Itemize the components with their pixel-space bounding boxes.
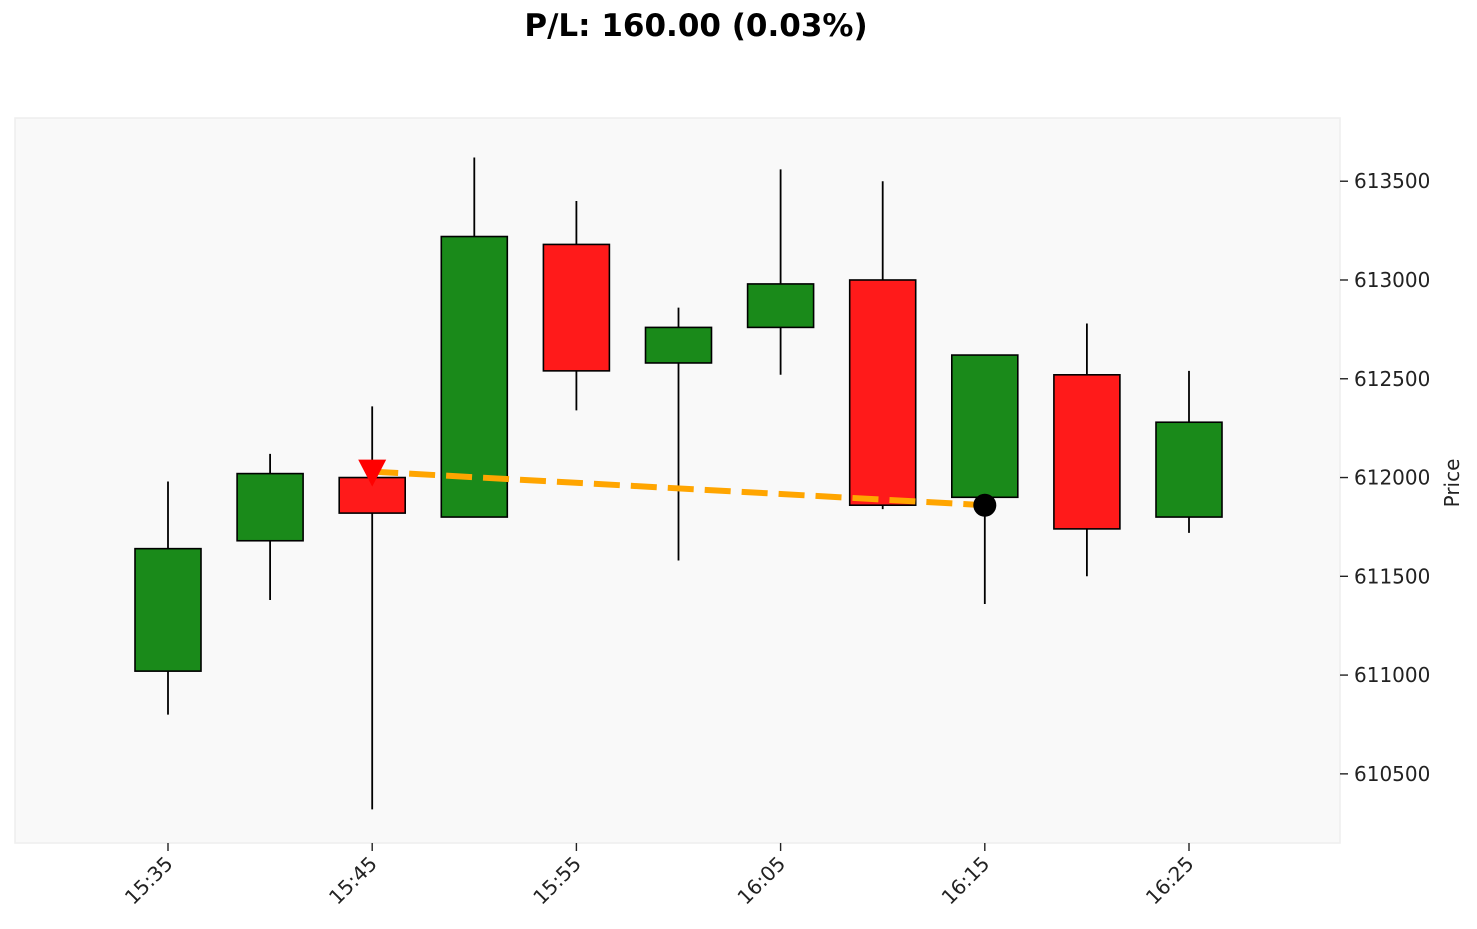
y-tick-label: 612000 xyxy=(1354,466,1430,490)
candle-body xyxy=(440,235,509,518)
y-tick-label: 610500 xyxy=(1354,762,1430,786)
exit-marker xyxy=(973,493,997,517)
chart-title: P/L: 160.00 (0.03%) xyxy=(524,8,868,44)
candle-body xyxy=(644,326,713,364)
candle-body xyxy=(542,243,611,372)
candle-body xyxy=(746,283,815,329)
y-axis: 610500 611000 611500 612000 612500 613000 6135… xyxy=(1340,169,1430,786)
y-tick-label: 612500 xyxy=(1354,367,1430,391)
candle-body xyxy=(236,472,304,542)
x-tick-label: 16:15 xyxy=(937,852,995,910)
trade-group xyxy=(358,459,997,517)
plot-area xyxy=(14,117,1341,844)
candle-body xyxy=(950,354,1019,499)
trade-line xyxy=(372,468,985,509)
candle-body xyxy=(1053,374,1121,530)
y-tick-label: 611500 xyxy=(1354,564,1430,588)
x-tick-label: 15:55 xyxy=(528,852,586,910)
bodies-group xyxy=(134,235,1223,672)
x-axis: 15:35 15:45 15:55 16:05 16:15 16:25 xyxy=(120,843,1199,909)
y-axis-label: Price xyxy=(1440,459,1464,508)
candle-body xyxy=(338,476,407,514)
entry-marker xyxy=(358,459,387,487)
x-tick-label: 15:35 xyxy=(120,852,178,910)
x-tick-label: 16:05 xyxy=(732,852,790,910)
x-tick-label: 16:25 xyxy=(1141,852,1199,910)
candle-body xyxy=(848,279,917,506)
y-tick-label: 611000 xyxy=(1354,663,1430,687)
y-tick-label: 613000 xyxy=(1354,268,1430,292)
candle-body xyxy=(134,547,202,672)
y-tick-label: 613500 xyxy=(1354,169,1430,193)
candle-body xyxy=(1155,421,1223,518)
x-tick-label: 15:45 xyxy=(324,852,382,910)
